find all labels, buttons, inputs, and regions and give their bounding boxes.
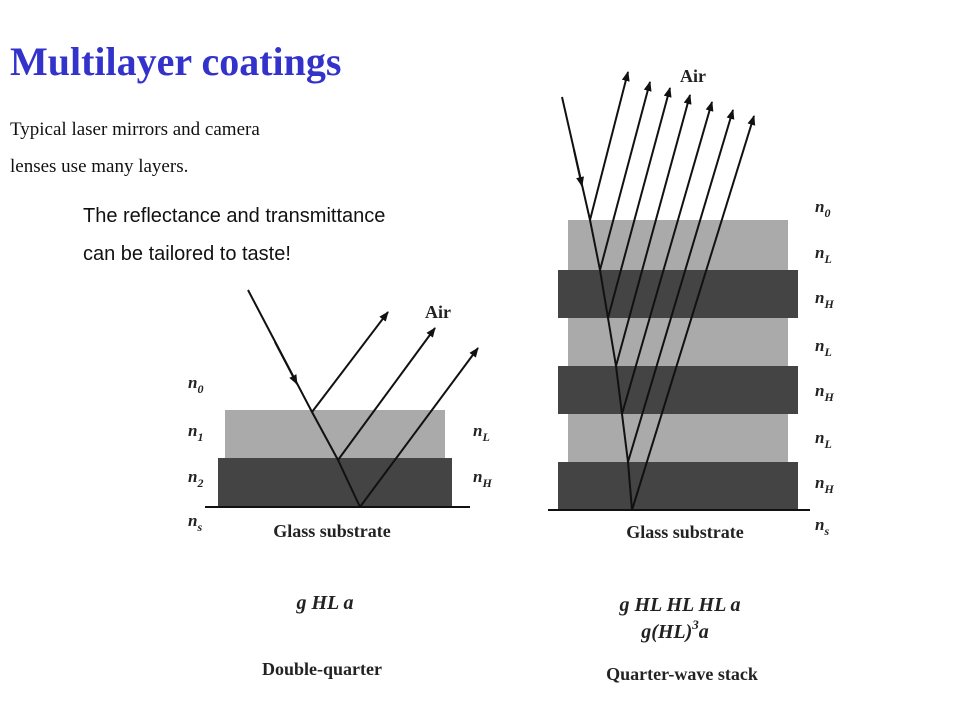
arrow — [573, 149, 584, 187]
low-index-layer — [568, 318, 788, 366]
index-subscript: H — [823, 482, 834, 496]
formula-exponent: 3 — [691, 617, 699, 632]
index-label: n0 — [188, 373, 203, 396]
index-symbol: n — [815, 243, 824, 262]
quarter-wave-stack-diagram: Air Glass substrate g HL HL HL a g(HL)3a… — [548, 66, 810, 684]
formula: g HL a — [295, 592, 353, 614]
callout-line: can be tailored to taste! — [83, 243, 291, 265]
index-symbol: n — [815, 288, 824, 307]
reflected-ray — [337, 327, 436, 461]
index-symbol: n — [815, 381, 824, 400]
substrate-label: Glass substrate — [626, 522, 744, 542]
slide-title: Multilayer coatings — [10, 39, 341, 84]
substrate-label: Glass substrate — [273, 521, 391, 541]
index-symbol: n — [188, 467, 197, 486]
index-symbol: n — [188, 421, 197, 440]
low-index-layer — [568, 414, 788, 462]
reflected-ray — [621, 101, 714, 415]
index-subscript: 2 — [196, 476, 203, 490]
index-label: nL — [473, 421, 490, 444]
index-label: ns — [815, 515, 829, 538]
index-label: nH — [815, 381, 834, 404]
reflected-ray — [589, 71, 630, 221]
index-subscript: H — [823, 390, 834, 404]
callout-line: The reflectance and transmittance — [83, 205, 385, 227]
incident-ray — [561, 96, 633, 511]
index-label: ns — [188, 511, 202, 534]
index-symbol: n — [473, 421, 482, 440]
index-subscript: L — [823, 345, 831, 359]
index-subscript: L — [823, 437, 831, 451]
caption: Double-quarter — [262, 659, 382, 679]
index-symbol: n — [815, 197, 824, 216]
index-label: nH — [815, 473, 834, 496]
index-subscript: L — [823, 252, 831, 266]
index-label: nL — [815, 428, 832, 451]
formula: g HL HL HL a — [618, 594, 740, 616]
index-label: n0 — [815, 197, 830, 220]
air-label: Air — [680, 66, 706, 86]
index-label: nL — [815, 336, 832, 359]
caption: Quarter-wave stack — [606, 664, 758, 684]
index-symbol: n — [815, 336, 824, 355]
intro-line: Typical laser mirrors and camera — [10, 119, 260, 140]
double-quarter-diagram: Air Glass substrate g HL a Double-quarte… — [205, 289, 479, 679]
reflected-ray — [615, 94, 692, 367]
index-subscript: 0 — [824, 206, 830, 220]
index-label: nH — [815, 288, 834, 311]
index-symbol: n — [815, 428, 824, 447]
reflected-ray — [627, 109, 735, 463]
index-subscript: H — [823, 297, 834, 311]
index-symbol: n — [473, 467, 482, 486]
reflected-ray — [631, 115, 756, 511]
index-symbol: n — [188, 511, 197, 530]
index-label: nL — [815, 243, 832, 266]
index-subscript: s — [823, 524, 829, 538]
index-subscript: s — [196, 520, 202, 534]
index-label: nH — [473, 467, 492, 490]
high-index-layer — [558, 462, 798, 510]
intro-line: lenses use many layers. — [10, 156, 188, 177]
index-symbol: n — [188, 373, 197, 392]
index-subscript: 0 — [197, 382, 203, 396]
formula: g(HL)3a — [640, 617, 709, 643]
arrow — [274, 341, 298, 385]
formula-tail: a — [699, 621, 709, 643]
formula-body: g(HL) — [640, 621, 692, 643]
index-label: n2 — [188, 467, 203, 490]
index-subscript: L — [481, 430, 489, 444]
reflected-ray — [359, 347, 479, 508]
air-label: Air — [425, 302, 451, 322]
reflected-ray — [311, 311, 389, 413]
index-symbol: n — [815, 515, 824, 534]
index-subscript: H — [481, 476, 492, 490]
low-index-layer — [568, 220, 788, 270]
low-index-layer — [225, 410, 445, 458]
index-subscript: 1 — [197, 430, 203, 444]
high-index-layer — [558, 366, 798, 414]
high-index-layer — [218, 458, 452, 507]
reflected-ray — [607, 87, 672, 319]
reflected-ray — [599, 81, 652, 271]
index-label: n1 — [188, 421, 203, 444]
index-symbol: n — [815, 473, 824, 492]
